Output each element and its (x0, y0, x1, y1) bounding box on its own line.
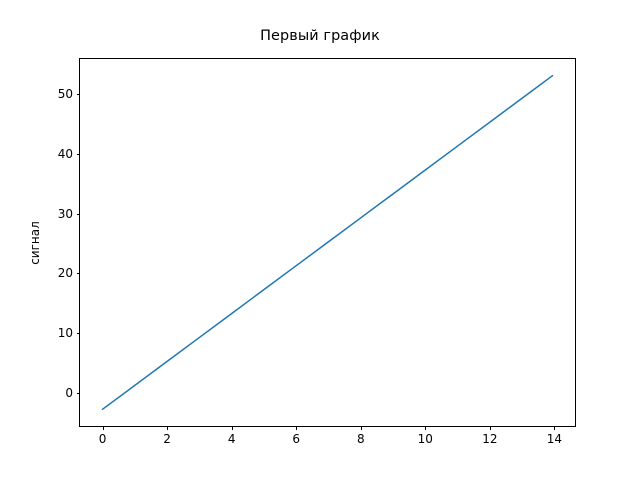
x-tick-mark (296, 426, 298, 430)
y-tick-label: 10 (57, 326, 73, 341)
x-tick-label: 12 (482, 432, 498, 446)
x-tick-mark (167, 426, 169, 430)
x-tick-mark (489, 426, 491, 430)
x-tick-label: 2 (163, 432, 171, 446)
x-tick-label: 8 (356, 432, 365, 446)
y-tick-label: 30 (57, 206, 73, 221)
y-tick-mark (76, 273, 80, 275)
x-tick-mark (360, 426, 362, 430)
y-tick-mark (76, 393, 80, 395)
x-tick-mark (425, 426, 427, 430)
x-tick-label: 10 (417, 432, 433, 446)
y-tick-label: 40 (57, 146, 73, 161)
y-tick-label: 0 (65, 386, 73, 401)
plot-area (80, 59, 575, 426)
line-series-signal (101, 74, 554, 411)
y-tick-label: 20 (57, 266, 73, 281)
plot-axes: 0 10 20 30 40 50 0 2 4 6 8 10 12 14 (58, 58, 576, 445)
chart-title: Первый график (260, 28, 380, 44)
x-tick-label: 0 (98, 432, 107, 446)
x-tick-label: 4 (227, 432, 236, 446)
x-tick-label: 14 (546, 432, 563, 446)
x-tick-mark (102, 426, 104, 430)
x-tick-mark (231, 426, 233, 430)
y-tick-mark (76, 153, 80, 155)
x-tick-label: 6 (292, 432, 301, 446)
y-tick-label: 50 (57, 86, 73, 101)
x-tick-mark (554, 426, 556, 430)
y-tick-mark (76, 333, 80, 335)
y-tick-mark (76, 93, 80, 95)
y-tick-mark (76, 213, 80, 215)
y-axis-label: сигнал (28, 221, 42, 265)
line-series-svg (101, 74, 554, 411)
